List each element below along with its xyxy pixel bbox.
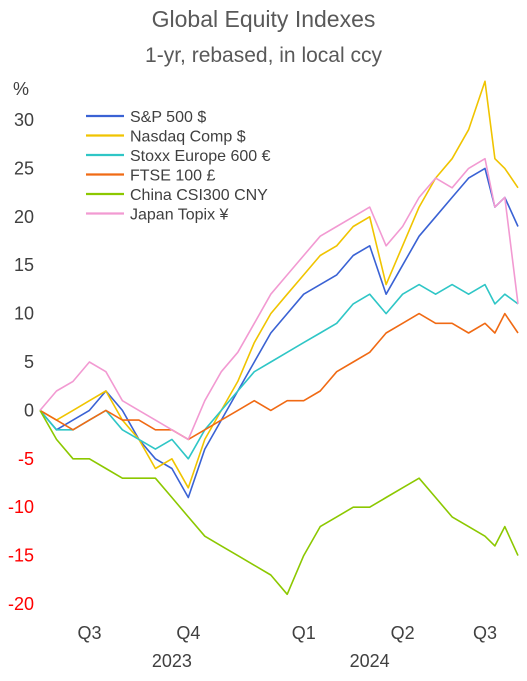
legend-label: China CSI300 CNY (130, 187, 268, 204)
y-axis-unit-group: % (13, 79, 29, 99)
y-tick-label: 5 (24, 352, 34, 372)
x-year-label: 2024 (350, 651, 390, 671)
y-tick-label: 10 (14, 304, 34, 324)
x-axis-labels: Q3 Q4 Q1 Q2 Q3 2023 2024 (77, 623, 497, 671)
x-quarter-label: Q3 (473, 623, 497, 643)
chart-title: Global Equity Indexes (151, 6, 376, 32)
y-tick-label: 30 (14, 110, 34, 130)
y-tick-label: -15 (8, 546, 34, 566)
x-year-label: 2023 (152, 651, 192, 671)
x-quarter-label: Q2 (391, 623, 415, 643)
series-line-4 (39, 410, 519, 596)
series-line-3 (39, 312, 519, 441)
x-quarter-label: Q3 (77, 623, 101, 643)
x-quarter-label: Q4 (176, 623, 200, 643)
legend-label: Japan Topix ¥ (130, 207, 229, 224)
y-tick-label: -10 (8, 497, 34, 517)
series-line-2 (39, 283, 519, 460)
legend-label: Nasdaq Comp $ (130, 129, 246, 146)
y-tick-label: -5 (18, 449, 34, 469)
series-lines (39, 80, 519, 596)
y-tick-label: -20 (8, 594, 34, 614)
y-tick-label: 20 (14, 207, 34, 227)
legend: S&P 500 $ Nasdaq Comp $ Stoxx Europe 600 €… (86, 109, 271, 224)
y-tick-label: 0 (24, 400, 34, 420)
series-line-5 (39, 157, 519, 441)
x-quarter-label: Q1 (292, 623, 316, 643)
y-axis-ticks: 30 25 20 15 10 5 0 -5 -10 -15 -20 (8, 110, 34, 614)
chart-subtitle: 1-yr, rebased, in local ccy (145, 44, 382, 67)
legend-label: FTSE 100 £ (130, 168, 215, 185)
y-tick-label: 15 (14, 255, 34, 275)
legend-label: Stoxx Europe 600 € (130, 148, 271, 165)
series-line-0 (39, 167, 519, 499)
legend-label: S&P 500 $ (130, 109, 206, 126)
y-tick-label: 25 (14, 158, 34, 178)
y-axis-unit-label: % (13, 79, 29, 99)
